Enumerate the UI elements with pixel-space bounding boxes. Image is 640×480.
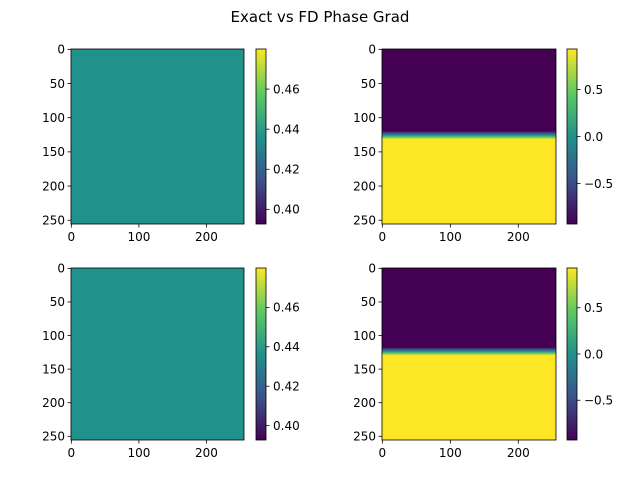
colorbar-tick-label: 0.40 bbox=[273, 419, 300, 433]
x-tick-label: 100 bbox=[439, 230, 462, 244]
y-tick-label: 100 bbox=[42, 329, 65, 343]
subplot-bottom-right: 0 100 200 0 50 100 150 200 250 0.5 0.0 −0.5 bbox=[353, 262, 613, 460]
subplot-top-left: 0 100 200 0 50 100 150 200 250 0.40 0.42 0.44 0.46 bbox=[42, 43, 300, 244]
colorbar-tick-label: 0.0 bbox=[584, 130, 603, 144]
x-tick-label: 200 bbox=[195, 230, 218, 244]
y-tick-label: 150 bbox=[353, 362, 376, 376]
y-tick-label: 50 bbox=[361, 295, 376, 309]
y-tick-label: 50 bbox=[361, 77, 376, 91]
axes-frame bbox=[70, 48, 245, 225]
y-tick-label: 100 bbox=[353, 111, 376, 125]
y-tick-label: 100 bbox=[42, 111, 65, 125]
colorbar-frame bbox=[255, 267, 267, 441]
subplot-grid: 0 100 200 0 50 100 150 200 250 0.40 0.42 0.44 0.46 0 1… bbox=[42, 43, 613, 460]
colorbar-tick-label: 0.46 bbox=[273, 82, 300, 96]
subplot-top-right: 0 100 200 0 50 100 150 200 250 0.5 0.0 −0.5 bbox=[353, 43, 613, 244]
y-tick-label: 250 bbox=[42, 214, 65, 228]
x-tick-label: 200 bbox=[507, 446, 530, 460]
colorbar bbox=[567, 49, 577, 224]
y-tick-label: 0 bbox=[57, 43, 65, 57]
colorbar bbox=[256, 268, 266, 440]
colorbar-tick-label: 0.0 bbox=[584, 347, 603, 361]
colorbar-tick-label: 0.46 bbox=[273, 301, 300, 315]
colorbar-tick-label: 0.44 bbox=[273, 340, 300, 354]
x-tick-label: 0 bbox=[68, 446, 76, 460]
y-tick-label: 150 bbox=[42, 362, 65, 376]
y-tick-label: 150 bbox=[42, 145, 65, 159]
y-tick-label: 250 bbox=[42, 430, 65, 444]
colorbar-tick-label: 0.42 bbox=[273, 163, 300, 177]
axes-frame bbox=[70, 267, 245, 441]
x-tick-label: 0 bbox=[68, 230, 76, 244]
subplot-bottom-left: 0 100 200 0 50 100 150 200 250 0.40 0.42 0.44 0.46 bbox=[42, 262, 300, 460]
axes-frame bbox=[381, 267, 557, 441]
x-tick-label: 200 bbox=[195, 446, 218, 460]
y-tick-label: 200 bbox=[42, 396, 65, 410]
x-tick-label: 100 bbox=[127, 446, 150, 460]
figure-title: Exact vs FD Phase Grad bbox=[231, 8, 410, 26]
y-tick-label: 50 bbox=[50, 295, 65, 309]
heatmap-image bbox=[71, 268, 244, 440]
colorbar bbox=[567, 268, 577, 440]
x-tick-label: 0 bbox=[379, 230, 387, 244]
x-tick-label: 200 bbox=[507, 230, 530, 244]
colorbar-tick-label: 0.5 bbox=[584, 301, 603, 315]
colorbar-tick-label: 0.40 bbox=[273, 203, 300, 217]
colorbar-tick-label: 0.44 bbox=[273, 122, 300, 136]
heatmap-image bbox=[382, 268, 556, 440]
x-tick-label: 100 bbox=[127, 230, 150, 244]
heatmap-image bbox=[71, 49, 244, 224]
colorbar-frame bbox=[255, 48, 267, 225]
colorbar-tick-label: −0.5 bbox=[584, 394, 613, 408]
y-tick-label: 200 bbox=[353, 396, 376, 410]
colorbar bbox=[256, 49, 266, 224]
x-tick-label: 100 bbox=[439, 446, 462, 460]
heatmap-image bbox=[382, 49, 556, 224]
y-tick-label: 200 bbox=[42, 179, 65, 193]
colorbar-tick-label: 0.42 bbox=[273, 380, 300, 394]
x-tick-label: 0 bbox=[379, 446, 387, 460]
y-tick-label: 50 bbox=[50, 77, 65, 91]
y-tick-label: 0 bbox=[368, 43, 376, 57]
y-tick-label: 0 bbox=[57, 262, 65, 276]
colorbar-tick-label: −0.5 bbox=[584, 177, 613, 191]
y-tick-label: 150 bbox=[353, 145, 376, 159]
y-tick-label: 250 bbox=[353, 214, 376, 228]
colorbar-tick-label: 0.5 bbox=[584, 83, 603, 97]
y-tick-label: 100 bbox=[353, 329, 376, 343]
y-tick-label: 200 bbox=[353, 179, 376, 193]
y-tick-label: 0 bbox=[368, 262, 376, 276]
axes-frame bbox=[381, 48, 557, 225]
y-tick-label: 250 bbox=[353, 430, 376, 444]
